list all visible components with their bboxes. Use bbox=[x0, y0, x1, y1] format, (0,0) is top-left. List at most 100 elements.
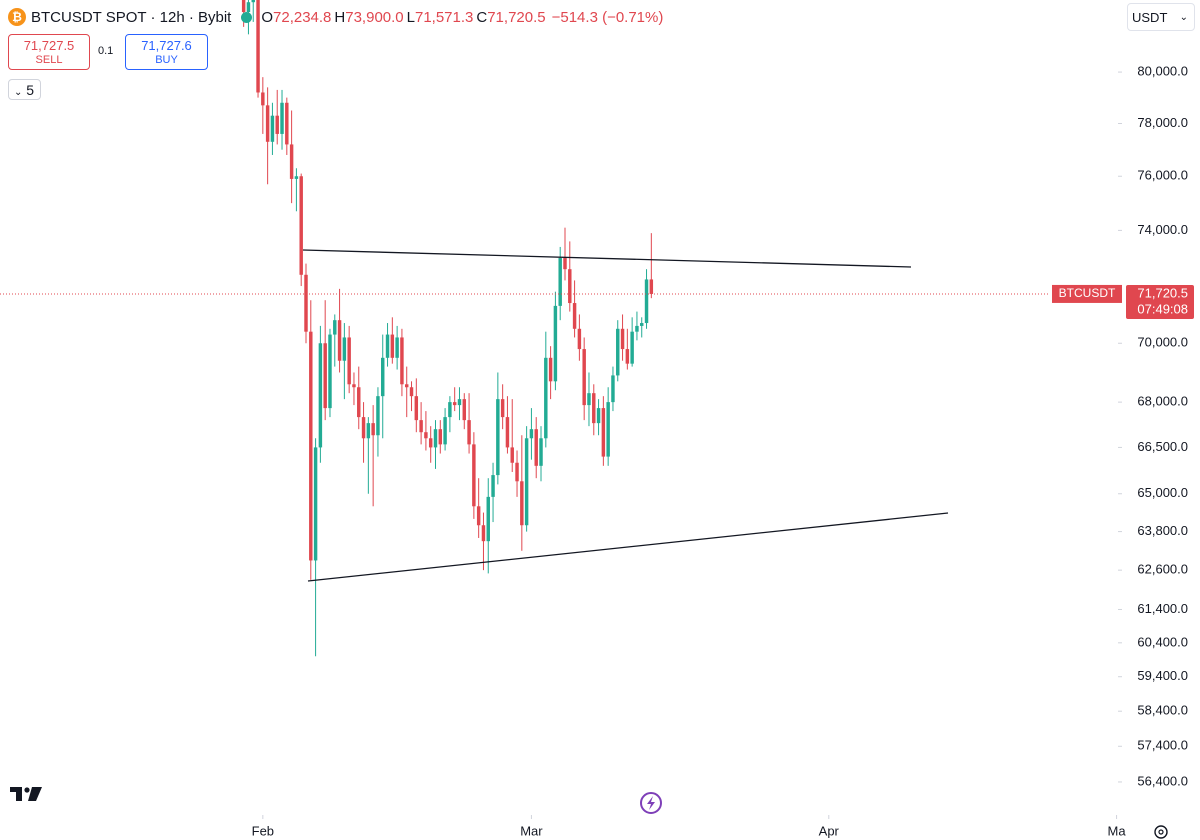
change: −514.3 (−0.71%) bbox=[551, 8, 664, 26]
candle-body bbox=[500, 399, 505, 418]
candle-body bbox=[529, 429, 534, 439]
candle-body bbox=[241, 0, 246, 13]
candle-body bbox=[491, 475, 495, 497]
candle-body bbox=[582, 349, 586, 406]
chart-header: ₿ BTCUSDT SPOT · 12h · Bybit O72,234.8 H7… bbox=[8, 6, 663, 28]
readout-value: 72,234.8 bbox=[273, 8, 332, 26]
plot-area bbox=[241, 0, 654, 657]
candle-body bbox=[390, 334, 395, 358]
y-tick-label: 60,400.0 bbox=[1137, 634, 1188, 649]
candle-body bbox=[620, 328, 625, 350]
buy-label: BUY bbox=[155, 54, 178, 66]
candle-body bbox=[409, 387, 414, 397]
x-tick-label: Feb bbox=[252, 823, 274, 838]
candle-body bbox=[438, 429, 443, 445]
candle-body bbox=[611, 375, 615, 403]
indicators-toggle[interactable]: ⌄ 5 bbox=[8, 79, 41, 100]
candle-body bbox=[318, 343, 323, 448]
y-tick-label: 59,400.0 bbox=[1137, 668, 1188, 683]
candle-body bbox=[592, 393, 596, 424]
candle-body bbox=[414, 396, 419, 421]
candle-body bbox=[371, 423, 375, 436]
candle-body bbox=[395, 337, 399, 358]
y-tick-label: 80,000.0 bbox=[1137, 64, 1188, 79]
candle-body bbox=[342, 337, 347, 361]
candle-body bbox=[299, 176, 303, 275]
sell-button[interactable]: 71,727.5 SELL bbox=[8, 34, 90, 70]
currency-select[interactable]: USDT ⌄ bbox=[1127, 3, 1195, 31]
candle-body bbox=[275, 115, 279, 134]
candle-body bbox=[270, 115, 275, 142]
y-tick-label: 56,400.0 bbox=[1137, 773, 1188, 788]
candle-body bbox=[524, 438, 529, 526]
buy-button[interactable]: 71,727.6 BUY bbox=[125, 34, 208, 70]
candle-body bbox=[515, 462, 519, 482]
candle-body bbox=[313, 447, 318, 561]
candle-body bbox=[337, 320, 342, 361]
candle-body bbox=[280, 102, 284, 134]
candle-body bbox=[246, 2, 251, 13]
candle-body bbox=[419, 420, 423, 433]
lightning-button[interactable] bbox=[640, 792, 662, 814]
candle-body bbox=[510, 447, 514, 463]
countdown-label: 07:49:08 bbox=[1137, 301, 1188, 316]
candle-body bbox=[476, 506, 481, 526]
y-tick-label: 61,400.0 bbox=[1137, 601, 1188, 616]
price-tag bbox=[1126, 284, 1194, 319]
x-tick-label: Apr bbox=[819, 823, 840, 838]
settings-button[interactable] bbox=[1154, 825, 1168, 839]
trend-line bbox=[302, 249, 912, 268]
candle-body bbox=[625, 349, 630, 364]
candle-body bbox=[323, 343, 327, 409]
sell-price: 71,727.5 bbox=[23, 38, 75, 53]
candle-body bbox=[601, 408, 606, 457]
candle-body bbox=[481, 525, 486, 542]
candle-body bbox=[352, 384, 356, 388]
candle-body bbox=[548, 357, 553, 382]
candle-body bbox=[606, 402, 610, 457]
y-tick-label: 66,500.0 bbox=[1137, 439, 1188, 454]
candle-body bbox=[285, 102, 289, 145]
candle-body bbox=[472, 444, 476, 507]
candle-body bbox=[251, 0, 255, 3]
candle-body bbox=[649, 279, 654, 294]
candle-body bbox=[587, 393, 591, 406]
candle-body bbox=[256, 0, 260, 93]
candle-body bbox=[261, 92, 265, 106]
readout-value: 71,571.3 bbox=[414, 8, 474, 26]
candle-body bbox=[640, 323, 644, 326]
candle-body bbox=[376, 396, 380, 436]
candle-body bbox=[568, 269, 572, 304]
symbol-title[interactable]: BTCUSDT SPOT · 12h · Bybit bbox=[31, 8, 232, 26]
symbol-tag bbox=[1052, 284, 1122, 303]
readout-key: L bbox=[406, 8, 415, 26]
candle-body bbox=[572, 303, 577, 329]
candle-body bbox=[328, 334, 332, 409]
candle-body bbox=[467, 420, 471, 445]
y-tick-label: 70,000.0 bbox=[1137, 335, 1188, 350]
candle-body bbox=[544, 357, 548, 439]
candle-body bbox=[553, 305, 558, 382]
candle-body bbox=[294, 176, 299, 179]
candle-body bbox=[433, 429, 438, 448]
buy-price: 71,727.6 bbox=[141, 38, 192, 53]
y-tick-label: 74,000.0 bbox=[1137, 222, 1188, 237]
candle-body bbox=[462, 399, 467, 421]
y-tick-label: 76,000.0 bbox=[1137, 168, 1188, 183]
candle-body bbox=[424, 432, 428, 439]
candle-body bbox=[486, 496, 490, 542]
candle-body bbox=[428, 438, 433, 448]
candle-body bbox=[563, 258, 567, 270]
candle-body bbox=[596, 408, 601, 424]
candle-body bbox=[448, 402, 452, 418]
candle-body bbox=[357, 387, 361, 418]
candle-body bbox=[404, 384, 409, 388]
candle-body bbox=[534, 429, 538, 466]
candle-body bbox=[443, 417, 447, 445]
ohlc-readout: O72,234.8 H73,900.0 L71,571.3 C71,720.5 bbox=[258, 9, 545, 26]
y-tick-label: 63,800.0 bbox=[1137, 523, 1188, 538]
spread: 0.1 bbox=[98, 45, 114, 57]
readout-value: 73,900.0 bbox=[345, 8, 404, 26]
